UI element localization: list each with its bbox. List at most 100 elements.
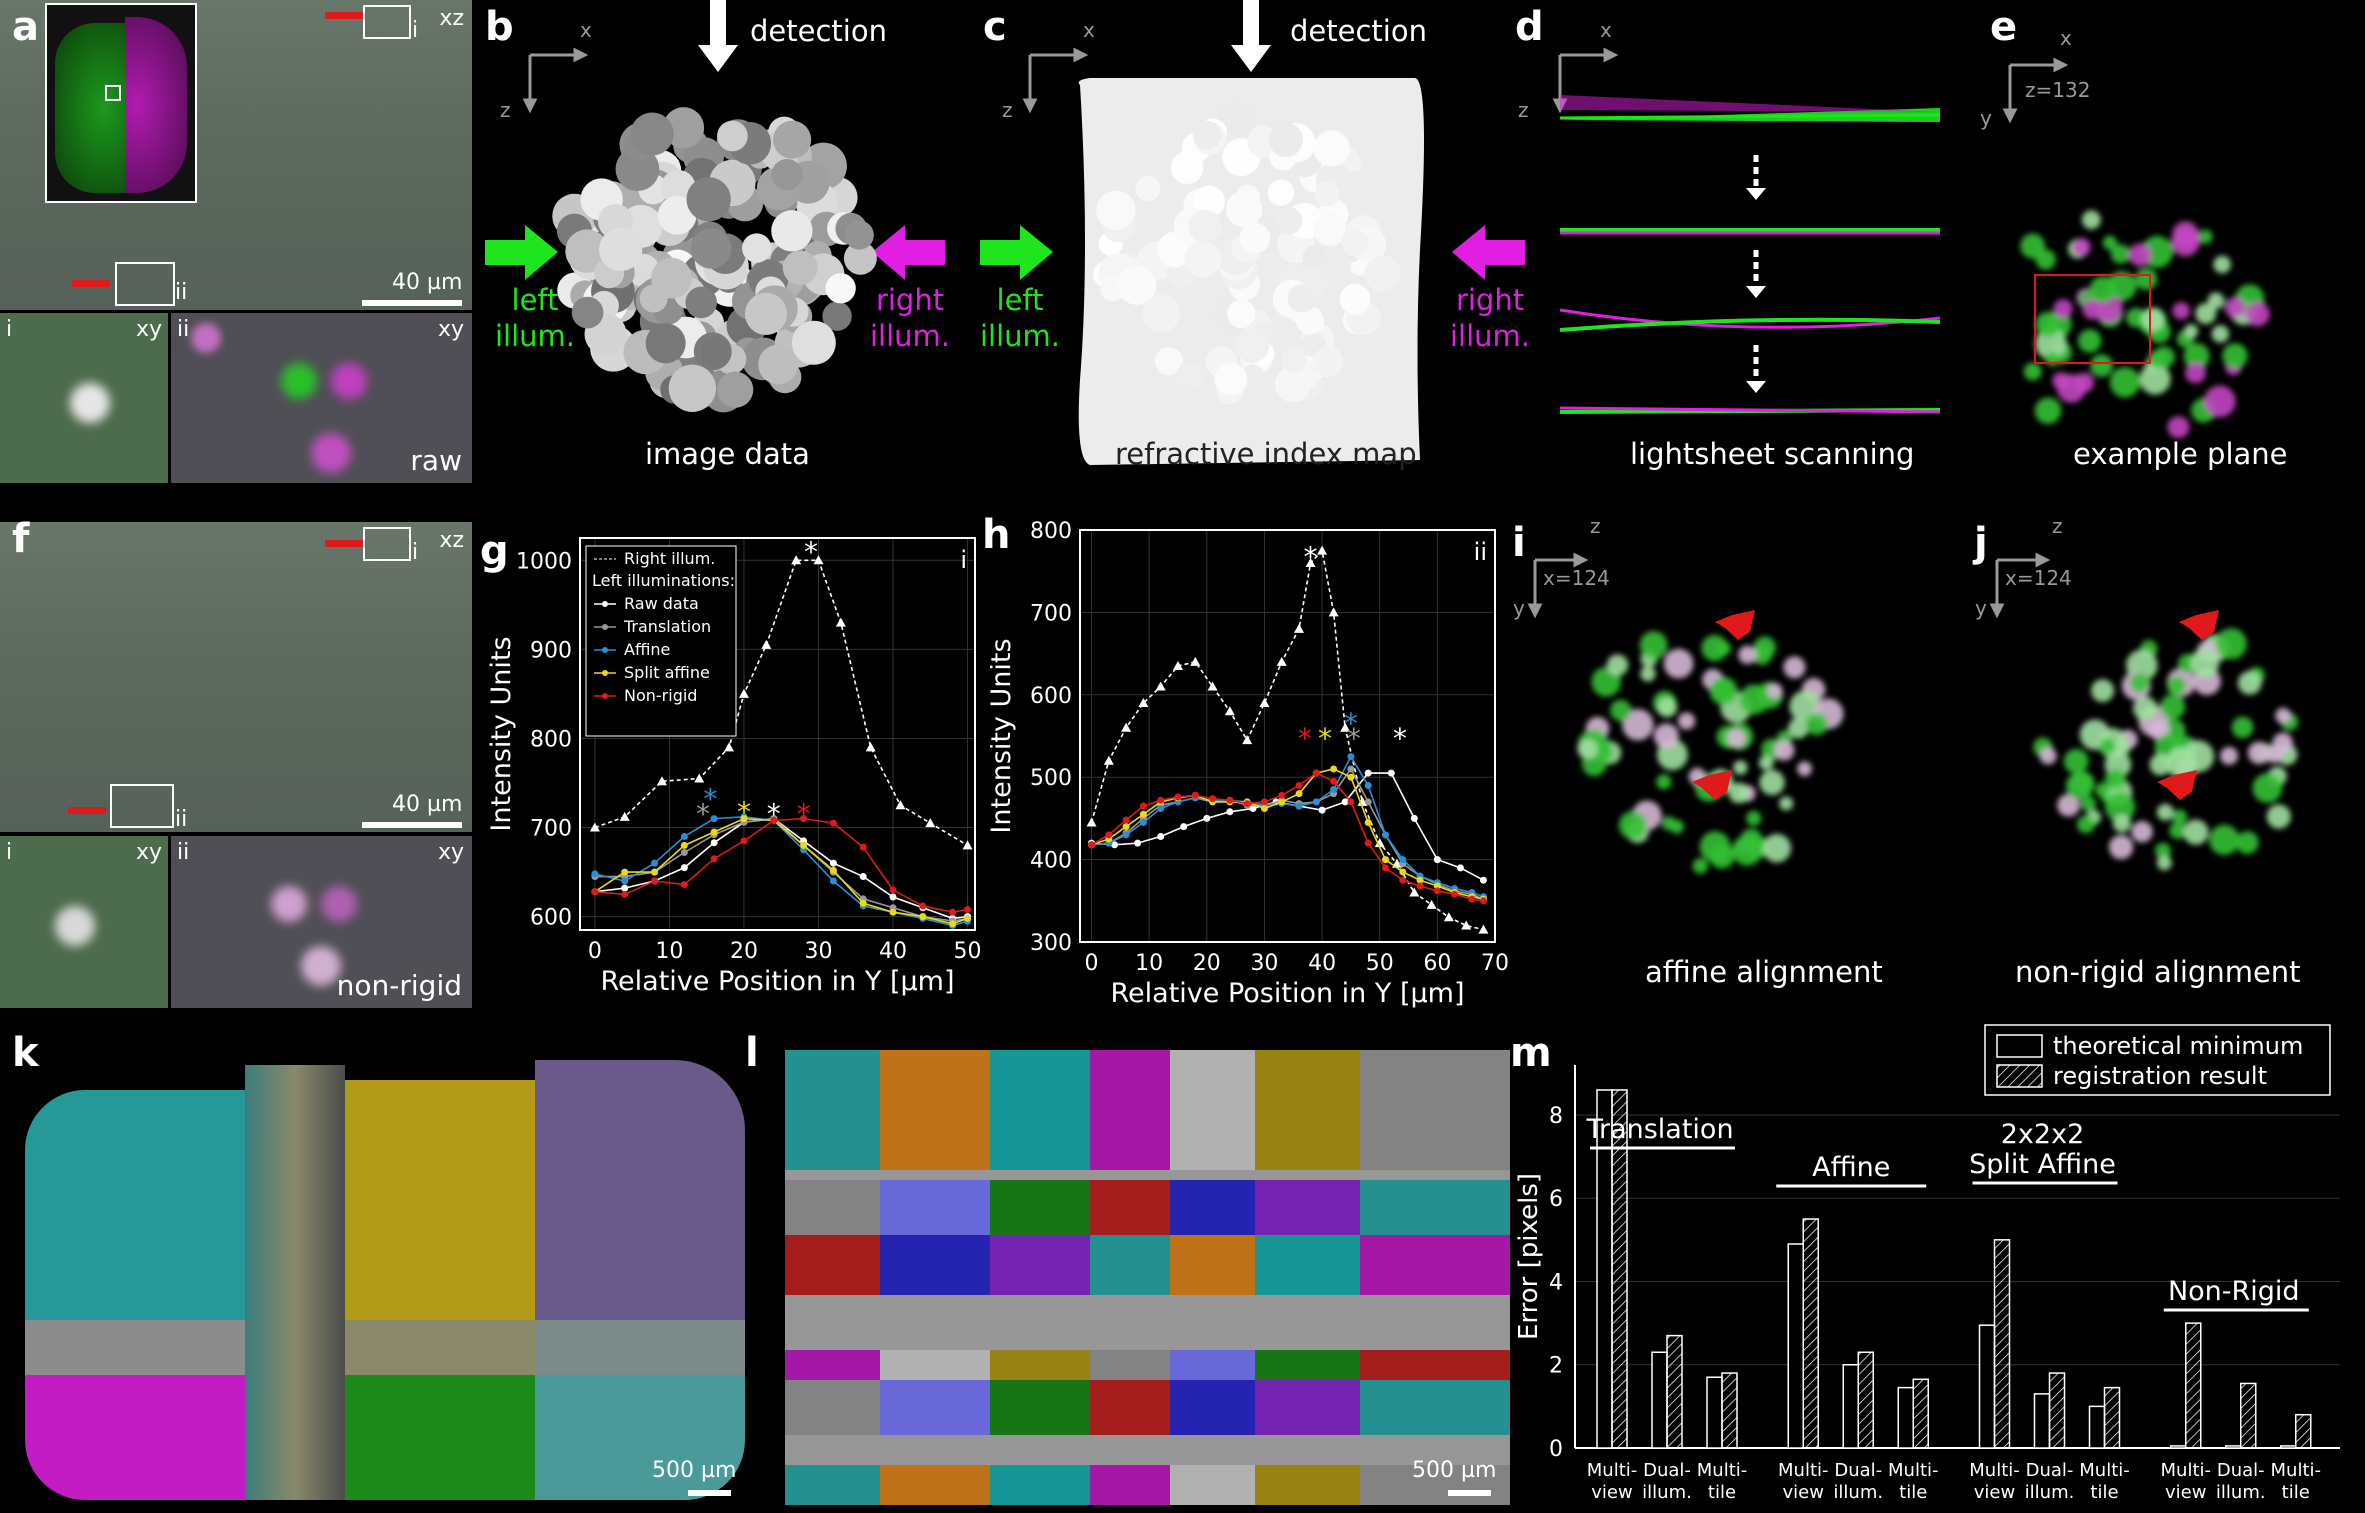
bar-result — [2295, 1413, 2312, 1449]
cell-blob — [2023, 362, 2042, 381]
x-tick-label: 40 — [1308, 951, 1336, 976]
cell-blob — [1805, 713, 1828, 736]
series-point — [1278, 798, 1286, 806]
series-point — [621, 890, 629, 898]
x-tick-label: 50 — [1366, 951, 1394, 976]
category-label: illum. — [1642, 1482, 1692, 1503]
category-label: illum. — [2216, 1482, 2266, 1503]
mosaic-tile — [880, 1435, 990, 1465]
bar-result — [2103, 1386, 2121, 1449]
cell-blob — [1733, 760, 1748, 775]
refractive-blob — [1184, 241, 1221, 278]
x-tick-label: 30 — [1250, 951, 1278, 976]
series-point — [964, 914, 972, 922]
series-point — [1317, 545, 1328, 555]
y-tick-label: 500 — [1030, 766, 1072, 791]
cell-blob — [2077, 329, 2102, 353]
lightsheet-4 — [1559, 406, 1941, 414]
series-point — [738, 688, 749, 698]
series-point — [1207, 681, 1218, 691]
corner-tag: i — [960, 546, 967, 574]
legend-marker — [602, 624, 608, 630]
cell-blob — [2169, 822, 2187, 840]
cell-blob — [2209, 824, 2240, 856]
series-point — [1138, 698, 1149, 708]
cell-blob — [2105, 792, 2136, 822]
bar-result — [1666, 1334, 1683, 1449]
series-point — [694, 773, 705, 783]
lightsheet-1 — [1559, 95, 1941, 122]
series-point — [1259, 698, 1270, 708]
series-line — [1091, 767, 1484, 900]
series-point — [1364, 781, 1372, 789]
bar-result — [1802, 1218, 1819, 1449]
mosaic-tile — [1360, 1380, 1510, 1435]
panel-f-crop-i: i xy — [0, 836, 168, 1008]
cell-blob — [2148, 350, 2167, 369]
label-b: b — [485, 4, 514, 50]
series-point — [1224, 706, 1235, 716]
series-point — [1443, 912, 1454, 922]
cell-blob — [2080, 796, 2097, 812]
series-point — [949, 920, 957, 928]
mosaic-tile — [1170, 1180, 1255, 1235]
cell-blob — [2171, 228, 2200, 257]
mosaic-tile — [1170, 1380, 1255, 1435]
mosaic-tile — [1090, 1235, 1170, 1295]
cell-blob — [1739, 684, 1770, 715]
mosaic-tile — [1090, 1050, 1170, 1170]
cell-blob — [1728, 782, 1750, 804]
legend-entry: Right illum. — [624, 549, 715, 568]
cell-blob — [2039, 747, 2057, 765]
refractive-blob — [1235, 184, 1260, 209]
chart-h: 0 10 20 30 40 50 60 70 300 400 500 600 700 800 Relativ… — [990, 520, 1509, 1009]
mosaic-tile — [880, 1350, 990, 1380]
group-title: Split Affine — [1969, 1149, 2116, 1180]
chart-g: 0 10 20 30 40 50 600 700 800 900 1000 Relative Posi… — [486, 536, 982, 997]
example-plane-blobs — [2020, 210, 2270, 439]
sample-blob — [717, 371, 754, 408]
mosaic-tile — [1090, 1380, 1170, 1435]
series-point — [859, 843, 867, 851]
cell-blob — [2149, 753, 2172, 776]
bar-theoretical — [1978, 1324, 1996, 1449]
panel-k-image: 500 µm — [25, 1050, 755, 1505]
group-title: 2x2x2 — [2001, 1119, 2085, 1150]
cell-blob — [1762, 833, 1792, 863]
sample-blob — [742, 233, 772, 263]
cell-blob — [2195, 303, 2217, 325]
mosaic-tile — [990, 1435, 1090, 1465]
category-label: tile — [2282, 1482, 2310, 1503]
series-point — [1364, 769, 1372, 777]
series-point — [651, 877, 659, 885]
sample-blob — [791, 320, 836, 365]
legend-marker — [602, 601, 608, 607]
cell-blob — [2109, 367, 2141, 398]
cell-blob — [1692, 858, 1709, 874]
series-point — [680, 841, 688, 849]
cell-blob — [2035, 311, 2061, 337]
y-tick-label: 6 — [1549, 1187, 1563, 1212]
cell-blob — [2156, 855, 2172, 871]
group-title: Non-Rigid — [2168, 1276, 2300, 1307]
mosaic-tile — [785, 1050, 880, 1170]
series-point — [889, 893, 897, 901]
bar-theoretical — [1897, 1386, 1914, 1449]
refractive-blob — [1142, 294, 1180, 333]
series-point — [680, 881, 688, 889]
legend-entry: Non-rigid — [624, 686, 697, 705]
series-point — [1243, 800, 1251, 808]
annotation-star: * — [797, 798, 811, 831]
series-point — [1399, 868, 1407, 876]
series-point — [621, 868, 629, 876]
mosaic-tile — [880, 1170, 990, 1180]
cell-blob — [2052, 372, 2070, 390]
series-point — [919, 913, 927, 921]
category-label: Dual- — [1643, 1460, 1691, 1481]
cell-blob — [2185, 362, 2206, 384]
cell-blob — [2077, 815, 2095, 834]
series-point — [1295, 802, 1303, 810]
tag-raw: raw — [410, 444, 462, 477]
refractive-blob — [1302, 245, 1327, 271]
y-tick-label: 600 — [1030, 684, 1072, 709]
